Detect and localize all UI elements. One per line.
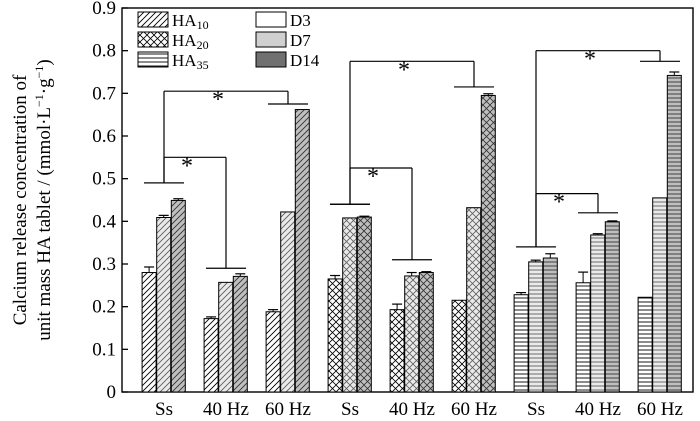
legend-label: HA35 [172,51,209,72]
y-axis-label-sup1: −1 [32,94,46,107]
x-category-label: 40 Hz [575,399,621,420]
x-category-label: 60 Hz [451,399,497,420]
legend-label: D3 [290,11,311,30]
y-tick-label: 0.5 [92,169,116,190]
legend-label: HA10 [172,11,209,32]
legend-label-sub: 35 [197,58,209,72]
bar [542,257,558,393]
significance-star: * [553,190,565,216]
y-axis-label: Calcium release concentration of unit mas… [10,59,55,341]
x-category-label: Ss [155,399,173,420]
y-axis-label-part2: ·g [34,78,55,94]
bar [404,275,420,393]
significance-star: * [398,57,410,83]
significance-star: * [212,87,224,113]
bar [141,272,157,393]
y-axis-label-line2: unit mass HA tablet / (mmol·L−1·g−1) [32,59,55,341]
legend-label-name: HA [172,51,197,70]
significance-markers: * * * * * * [144,47,680,269]
legend-label: D7 [290,31,311,50]
bar [156,216,172,393]
x-category-label: 60 Hz [265,399,311,420]
significance-star: * [584,47,596,73]
bar [342,217,358,393]
legend-label: D14 [290,51,320,70]
y-tick-label: 0.3 [92,254,116,275]
bar [232,275,248,393]
legend-swatch-d14 [255,51,287,68]
significance-star: * [181,153,193,179]
x-category-label: 40 Hz [389,399,435,420]
x-category-label: Ss [341,399,359,420]
legend-label: HA20 [172,31,209,52]
bar [265,311,281,393]
bar [513,294,529,393]
y-axis-label-line1: Calcium release concentration of [10,74,31,325]
y-tick-label: 0.7 [92,83,116,104]
bar [327,278,343,393]
bar [575,282,591,393]
x-category-label: 60 Hz [637,399,683,420]
legend-label-name: HA [172,31,197,50]
bar [170,199,186,393]
bar [280,211,296,393]
bar [666,74,682,393]
bar [590,234,606,393]
y-tick-label: 0.2 [92,297,116,318]
legend-label-sub: 20 [197,38,209,52]
bar [418,272,434,393]
bar [218,281,234,393]
x-category-label: Ss [527,399,545,420]
legend-swatch-cross [137,31,169,48]
y-tick-label: 0.4 [92,211,116,232]
y-tick-label: 0.9 [92,0,116,19]
y-axis-label-part1: unit mass HA tablet / (mmol·L [34,107,55,341]
y-tick-label: 0 [107,382,117,403]
bar [637,296,653,393]
axes: 0 0.1 0.2 0.3 0.4 0.5 0.6 0.7 0.8 0.9 Ss 40 Hz 60 Hz… [92,0,694,420]
y-tick-label: 0.6 [92,126,116,147]
bar [451,299,467,393]
legend-label-sub: 10 [197,18,209,32]
y-axis-label-part3: ) [34,59,55,65]
bars [141,71,682,393]
bar [294,109,310,393]
x-category-label: 40 Hz [203,399,249,420]
legend-swatch-d7 [255,31,287,48]
legend-swatch-horiz [137,51,169,68]
bar [480,94,496,393]
bar [604,221,620,393]
bar [652,197,668,393]
legend-label-name: HA [172,11,197,30]
bar [389,309,405,393]
y-tick-label: 0.8 [92,41,116,62]
bar [203,318,219,393]
significance-star: * [367,164,379,190]
bar [356,216,372,393]
y-tick-label: 0.1 [92,339,116,360]
legend-swatch-d3 [255,11,287,28]
bar [466,207,482,393]
y-axis-label-sup2: −1 [32,66,46,79]
bar [528,261,544,393]
legend-swatch-diag [137,11,169,28]
